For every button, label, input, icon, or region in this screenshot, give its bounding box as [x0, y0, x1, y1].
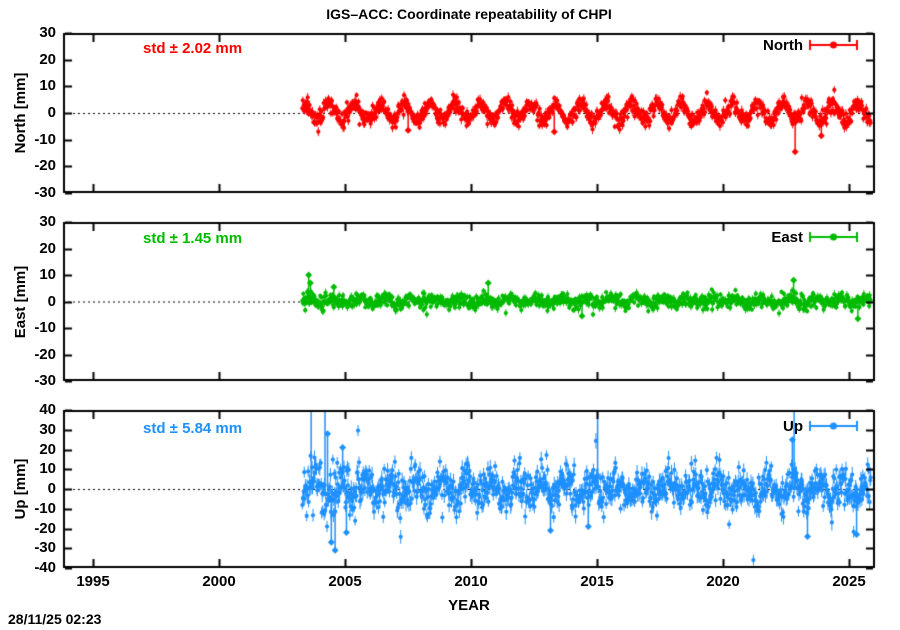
y-tick-label: 20: [39, 51, 56, 68]
y-tick-label: -30: [34, 184, 56, 201]
y-tick-label: 0: [47, 104, 56, 121]
x-tick-label: 2025: [832, 573, 866, 590]
y-tick-label: 30: [39, 213, 56, 230]
y-tick-label: 20: [39, 441, 56, 458]
chart-title: IGS–ACC: Coordinate repeatability of CHP…: [326, 6, 612, 22]
y-tick-label: 20: [39, 240, 56, 257]
std-annotation-up: std ± 5.84 mm: [143, 420, 243, 437]
x-axis-label: YEAR: [448, 597, 490, 614]
y-tick-label: 30: [39, 24, 56, 41]
x-tick-label: 2010: [454, 573, 488, 590]
y-tick-label: -30: [34, 372, 56, 389]
x-tick-label: 2005: [328, 573, 362, 590]
y-tick-label: -30: [34, 539, 56, 556]
y-tick-label: 40: [39, 401, 56, 418]
x-tick-label: 2000: [202, 573, 236, 590]
y-tick-label: 10: [39, 77, 56, 94]
y-tick-label: 30: [39, 421, 56, 438]
y-tick-label: 10: [39, 460, 56, 477]
x-tick-label: 1995: [76, 573, 110, 590]
std-annotation-east: std ± 1.45 mm: [143, 230, 243, 247]
legend-label-north: North: [763, 37, 803, 54]
y-tick-label: -20: [34, 346, 56, 363]
y-tick-label: -10: [34, 500, 56, 517]
y-tick-label: 10: [39, 266, 56, 283]
legend-label-east: East: [771, 229, 803, 246]
y-tick-label: -40: [34, 559, 56, 576]
y-tick-label: 0: [47, 293, 56, 310]
x-tick-label: 2015: [580, 573, 614, 590]
x-tick-label: 2020: [706, 573, 740, 590]
y-tick-label: -20: [34, 157, 56, 174]
plot-timestamp: 28/11/25 02:23: [8, 611, 102, 627]
y-tick-label: -20: [34, 520, 56, 537]
y-tick-label: -10: [34, 131, 56, 148]
std-annotation-north: std ± 2.02 mm: [143, 40, 243, 57]
y-tick-label: 0: [47, 480, 56, 497]
y-tick-label: -10: [34, 319, 56, 336]
legend-label-up: Up: [783, 418, 803, 435]
